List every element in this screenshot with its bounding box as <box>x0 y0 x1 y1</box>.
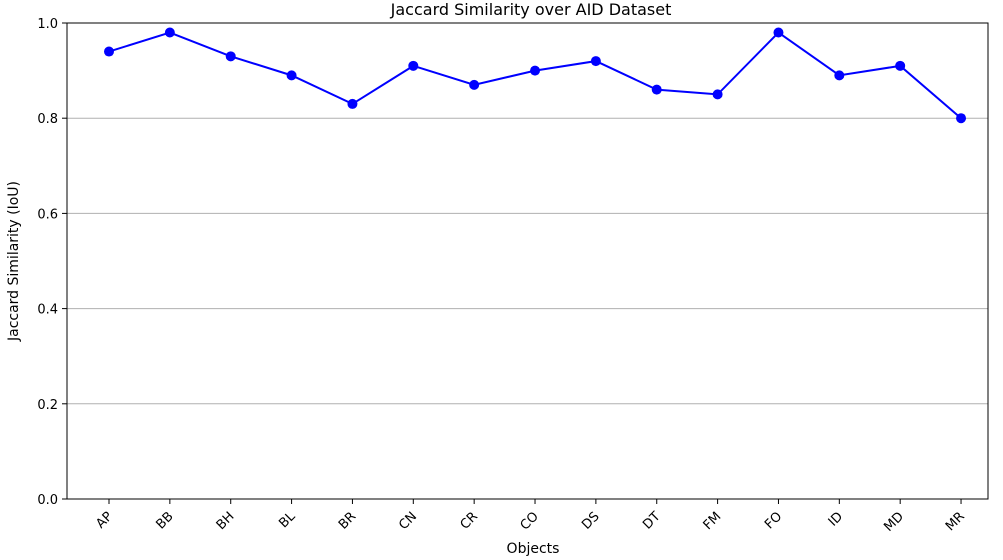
data-point <box>895 60 906 71</box>
y-tick-label: 1.0 <box>37 17 58 32</box>
x-tick-label: MR <box>943 509 968 534</box>
data-point <box>956 113 967 124</box>
x-tick-label: BL <box>276 509 299 532</box>
data-point <box>590 56 601 67</box>
x-tick-label: DS <box>579 509 603 533</box>
data-point <box>164 27 175 38</box>
data-points <box>104 27 967 124</box>
y-axis-label: Jaccard Similarity (IoU) <box>6 181 22 342</box>
x-axis-label: Objects <box>507 541 560 557</box>
x-tick-label: MD <box>881 509 907 535</box>
y-tick-label: 0.4 <box>37 303 58 318</box>
data-point <box>469 79 480 90</box>
data-point <box>347 98 358 109</box>
data-point <box>834 70 845 81</box>
data-point <box>712 89 723 100</box>
x-tick-label: FM <box>701 509 725 533</box>
x-tick-label: CO <box>518 509 542 533</box>
x-axis: AP BB BH BL BR CN CR CO DS DT FM FO ID MD MR <box>93 499 968 535</box>
x-tick-label: CN <box>396 509 420 533</box>
y-axis: 0.0 0.2 0.4 0.6 0.8 1.0 <box>37 17 67 508</box>
y-tick-label: 0.0 <box>37 493 58 508</box>
chart-title: Jaccard Similarity over AID Dataset <box>390 0 672 19</box>
y-tick-label: 0.8 <box>37 112 58 127</box>
data-point <box>773 27 784 38</box>
x-tick-label: DT <box>640 509 663 532</box>
data-point <box>651 84 662 95</box>
data-point <box>530 65 541 76</box>
x-tick-label: BH <box>214 509 238 533</box>
plot-frame <box>66 22 989 500</box>
y-tick-label: 0.2 <box>37 398 58 413</box>
data-point <box>225 51 236 62</box>
x-tick-label: FO <box>762 509 785 532</box>
x-tick-label: ID <box>826 509 846 529</box>
data-point <box>408 60 419 71</box>
x-tick-label: BB <box>153 509 176 532</box>
data-point <box>286 70 297 81</box>
x-tick-label: AP <box>93 509 116 532</box>
x-tick-label: BR <box>336 509 359 532</box>
grid-lines <box>67 117 988 405</box>
data-point <box>104 46 114 57</box>
x-tick-label: CR <box>458 509 481 532</box>
y-tick-label: 0.6 <box>37 207 58 222</box>
